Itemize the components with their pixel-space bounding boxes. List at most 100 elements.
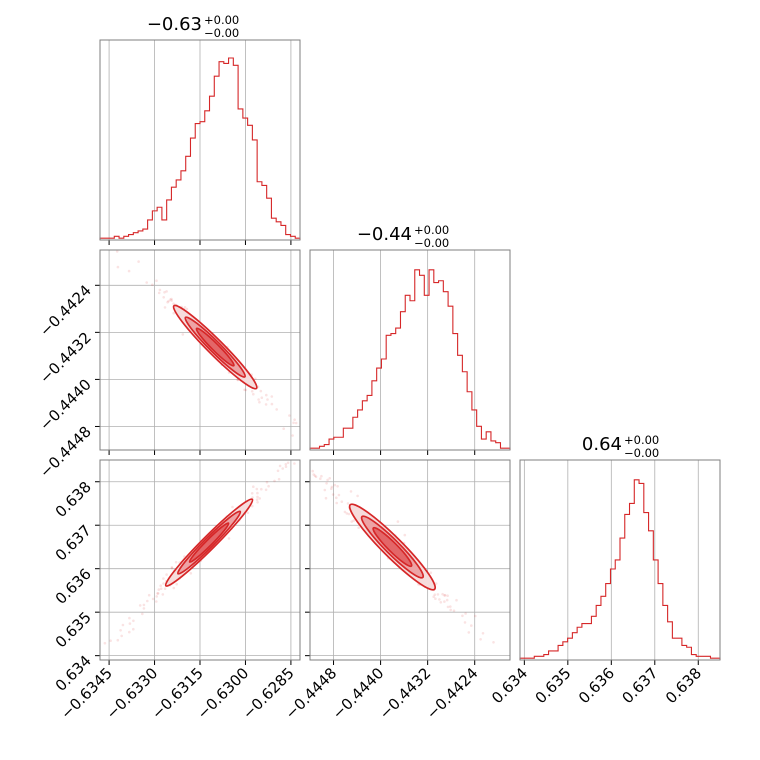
- sample-point: [174, 560, 178, 564]
- y-tick-label: 0.638: [52, 478, 95, 521]
- sample-point: [320, 474, 323, 478]
- sample-point: [132, 619, 135, 623]
- sample-point: [267, 484, 270, 488]
- y-tick-label: 0.637: [52, 521, 95, 564]
- sample-point: [185, 307, 189, 311]
- sample-point: [281, 467, 285, 470]
- sample-point: [284, 463, 288, 466]
- sample-point: [326, 478, 329, 482]
- sample-point: [333, 483, 337, 487]
- x-tick-label: 0.634: [488, 664, 531, 707]
- x-tick-label: −0.4424: [423, 664, 482, 723]
- sample-point: [270, 402, 274, 406]
- parameter-title: 0.64 +0.00−0.00: [582, 433, 659, 460]
- sample-point: [323, 488, 327, 492]
- sample-point: [467, 631, 471, 634]
- sample-point: [151, 283, 154, 287]
- sample-point: [258, 400, 261, 404]
- sample-point: [286, 461, 290, 465]
- sample-point: [291, 434, 294, 437]
- sample-point: [155, 279, 158, 283]
- sample-point: [128, 616, 131, 620]
- sample-point: [443, 594, 446, 597]
- joint-panel-param-1-vs-param-3: −0.6345−0.6330−0.6315−0.6300−0.62850.634…: [52, 459, 301, 723]
- sample-point: [331, 493, 335, 496]
- joint-panel-param-1-vs-param-2: −0.4448−0.4440−0.4432−0.4424: [36, 249, 301, 481]
- sample-point: [319, 477, 322, 481]
- sample-point: [145, 281, 148, 284]
- sample-point: [325, 482, 328, 485]
- sample-point: [292, 421, 295, 425]
- sample-point: [336, 485, 339, 488]
- sample-point: [441, 592, 444, 596]
- sample-point: [294, 421, 298, 425]
- sample-point: [474, 614, 477, 618]
- sample-point: [158, 288, 162, 292]
- sample-point: [127, 269, 131, 273]
- sample-point: [438, 598, 441, 601]
- sample-point: [275, 408, 279, 411]
- sample-point: [282, 427, 286, 431]
- sample-point: [481, 632, 485, 635]
- sample-point: [293, 462, 296, 465]
- sample-point: [347, 512, 351, 516]
- sample-point: [345, 512, 349, 515]
- sample-point: [156, 592, 159, 595]
- sample-point: [429, 571, 433, 574]
- sample-point: [162, 296, 165, 299]
- title-value: 0.64: [582, 434, 622, 455]
- title-plus-error: +0.00: [414, 223, 449, 237]
- sample-point: [116, 638, 120, 642]
- sample-point: [163, 291, 166, 294]
- sample-point: [258, 497, 262, 500]
- sample-point: [346, 502, 350, 505]
- sample-point: [257, 398, 260, 401]
- sample-point: [138, 604, 142, 607]
- sample-point: [163, 587, 167, 590]
- sample-point: [166, 300, 169, 304]
- sample-point: [172, 302, 175, 306]
- sample-point: [314, 475, 318, 479]
- sample-point: [137, 260, 140, 263]
- sample-point: [350, 520, 354, 523]
- credible-contour-level-3: [372, 526, 413, 568]
- sample-point: [256, 495, 259, 499]
- sample-point: [120, 634, 123, 638]
- sample-point: [356, 494, 359, 498]
- sample-point: [243, 388, 246, 392]
- sample-point: [270, 395, 274, 398]
- panel-frame: [309, 249, 511, 451]
- sample-point: [330, 487, 333, 491]
- sample-point: [449, 605, 452, 608]
- sample-point: [162, 582, 165, 585]
- sample-point: [142, 607, 146, 610]
- sample-point: [293, 418, 296, 422]
- panel-frame: [99, 249, 301, 451]
- sample-point: [260, 396, 264, 400]
- sample-point: [328, 477, 332, 480]
- sample-point: [273, 479, 276, 483]
- sample-point: [244, 388, 248, 392]
- sample-point: [266, 398, 269, 401]
- sample-point: [119, 629, 122, 632]
- title-minus-error: −0.00: [624, 446, 659, 460]
- sample-point: [165, 573, 168, 576]
- sample-point: [276, 469, 280, 473]
- sample-point: [121, 623, 125, 627]
- sample-point: [162, 577, 165, 580]
- sample-point: [231, 505, 234, 509]
- sample-point: [288, 414, 291, 417]
- sample-point: [169, 298, 172, 301]
- sample-point: [436, 593, 440, 596]
- sample-point: [252, 392, 255, 396]
- parameter-title: −0.44 +0.00−0.00: [357, 223, 449, 250]
- sample-point: [189, 572, 193, 575]
- y-tick-label: 0.635: [52, 608, 95, 651]
- sample-point: [156, 592, 160, 595]
- sample-point: [109, 639, 112, 642]
- joint-panel-param-2-vs-param-3: −0.4448−0.4440−0.4432−0.4424: [282, 459, 511, 723]
- sample-point: [439, 601, 443, 604]
- sample-point: [170, 566, 174, 570]
- title-value: −0.44: [357, 224, 412, 245]
- sample-point: [265, 393, 268, 397]
